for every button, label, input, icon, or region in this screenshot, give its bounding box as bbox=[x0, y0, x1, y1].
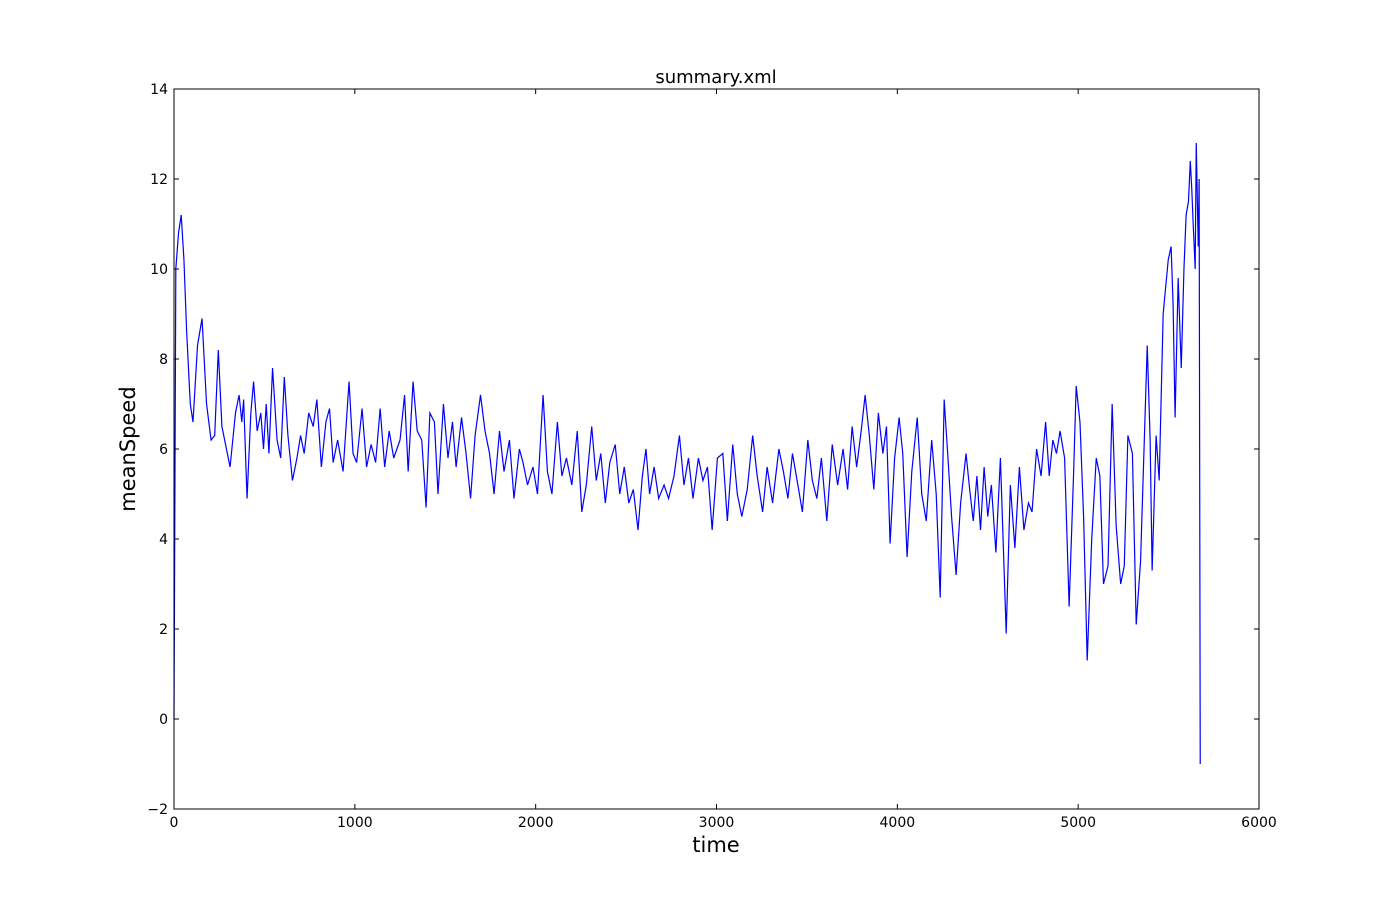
plot-frame bbox=[173, 88, 1260, 810]
y-tick-label: −2 bbox=[147, 802, 168, 818]
y-tick-label: 14 bbox=[150, 82, 168, 98]
x-tick-label: 0 bbox=[170, 815, 179, 831]
y-tick-label: 4 bbox=[159, 532, 168, 548]
y-tick-label: 6 bbox=[159, 442, 168, 458]
x-tick-label: 2000 bbox=[518, 815, 554, 831]
x-tick-label: 6000 bbox=[1241, 815, 1277, 831]
y-tick-label: 2 bbox=[159, 622, 168, 638]
x-tick-label: 4000 bbox=[880, 815, 916, 831]
data-line bbox=[173, 142, 1201, 765]
chart-title: summary.xml bbox=[655, 67, 776, 88]
y-tick-label: 0 bbox=[159, 712, 168, 728]
y-axis-label: meanSpeed bbox=[116, 386, 140, 511]
y-tick-label: 12 bbox=[150, 172, 168, 188]
x-tick-label: 1000 bbox=[337, 815, 373, 831]
x-tick-label: 5000 bbox=[1060, 815, 1096, 831]
x-tick-label: 3000 bbox=[699, 815, 735, 831]
y-tick-label: 10 bbox=[150, 262, 168, 278]
x-axis-label: time bbox=[692, 833, 739, 857]
y-tick-label: 8 bbox=[159, 352, 168, 368]
